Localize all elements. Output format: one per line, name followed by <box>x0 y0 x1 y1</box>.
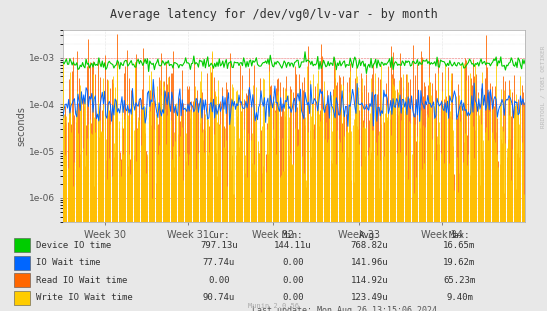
Text: 114.92u: 114.92u <box>351 276 388 285</box>
Text: Max:: Max: <box>449 231 470 240</box>
Text: Avg:: Avg: <box>358 231 380 240</box>
Text: 0.00: 0.00 <box>282 258 304 267</box>
Bar <box>14 256 30 270</box>
Text: Cur:: Cur: <box>208 231 230 240</box>
Text: 797.13u: 797.13u <box>200 241 237 250</box>
Text: Last update: Mon Aug 26 13:15:06 2024: Last update: Mon Aug 26 13:15:06 2024 <box>252 306 437 311</box>
Text: 77.74u: 77.74u <box>203 258 235 267</box>
Text: 90.74u: 90.74u <box>203 294 235 303</box>
Text: 0.00: 0.00 <box>282 294 304 303</box>
Text: Read IO Wait time: Read IO Wait time <box>36 276 127 285</box>
Text: 0.00: 0.00 <box>208 276 230 285</box>
Text: 123.49u: 123.49u <box>351 294 388 303</box>
Text: Write IO Wait time: Write IO Wait time <box>36 294 132 303</box>
Text: 19.62m: 19.62m <box>444 258 475 267</box>
Text: Munin 2.0.56: Munin 2.0.56 <box>248 304 299 309</box>
Y-axis label: seconds: seconds <box>16 106 26 146</box>
Text: 65.23m: 65.23m <box>444 276 475 285</box>
Bar <box>14 238 30 252</box>
Text: Device IO time: Device IO time <box>36 241 111 250</box>
Text: 16.65m: 16.65m <box>444 241 475 250</box>
Text: 141.96u: 141.96u <box>351 258 388 267</box>
Text: 144.11u: 144.11u <box>274 241 311 250</box>
Text: Average latency for /dev/vg0/lv-var - by month: Average latency for /dev/vg0/lv-var - by… <box>109 8 438 21</box>
Text: 9.40m: 9.40m <box>446 294 473 303</box>
Text: 768.82u: 768.82u <box>351 241 388 250</box>
Text: RRDTOOL / TOBI OETIKER: RRDTOOL / TOBI OETIKER <box>541 46 546 128</box>
Text: IO Wait time: IO Wait time <box>36 258 100 267</box>
Bar <box>14 291 30 305</box>
Bar <box>14 273 30 287</box>
Text: Min:: Min: <box>282 231 304 240</box>
Text: 0.00: 0.00 <box>282 276 304 285</box>
